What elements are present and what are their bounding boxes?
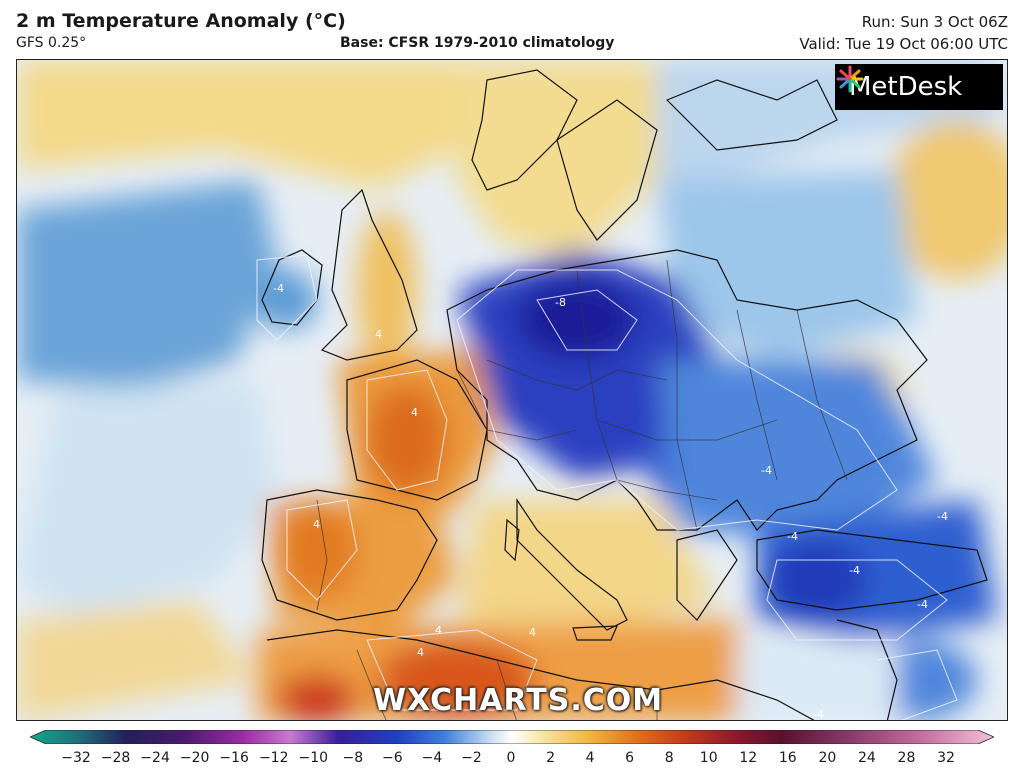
colorbar-tick-label: −24	[140, 750, 170, 766]
map-canvas: -4 -8 -4 4 4 4 4 4 -4 -4 -4 -4 4 -4	[17, 60, 1007, 721]
valid-time-label: Valid: Tue 19 Oct 06:00 UTC	[799, 35, 1008, 53]
colorbar-tick-label: −12	[258, 750, 289, 766]
country-borders	[316, 259, 848, 720]
colorbar-tick-label: 0	[506, 750, 516, 766]
contour-label: -4	[937, 510, 948, 523]
contour-label: -8	[555, 296, 566, 309]
contour-label: 4	[411, 406, 418, 419]
logo-brand-text: MetDesk	[849, 72, 963, 102]
colorbar	[30, 730, 994, 744]
colorbar-tick-label: −20	[179, 750, 210, 766]
chart-title: 2 m Temperature Anomaly (°C)	[16, 10, 346, 32]
starburst-logo-icon	[836, 65, 864, 93]
colorbar-tick-label: −4	[421, 750, 443, 766]
contour-label: 4	[529, 626, 536, 639]
colorbar-ticks: −32 −28 −24 −20 −16 −12 −10 −8 −6 −4 −2 0 2 4 6 8 10 12 16…	[0, 748, 1024, 770]
contour-label: -4	[849, 564, 860, 577]
contour-label: -4	[787, 530, 798, 543]
contour-label: -4	[273, 282, 284, 295]
contour-label: 4	[375, 328, 382, 341]
watermark-text: WXCHARTS.COM	[373, 683, 664, 718]
temperature-anomaly-map[interactable]: -4 -8 -4 4 4 4 4 4 -4 -4 -4 -4 4 -4	[16, 59, 1008, 721]
colorbar-tick-label: 10	[699, 750, 718, 766]
colorbar-tick-label: −6	[382, 750, 403, 766]
run-time-label: Run: Sun 3 Oct 06Z	[861, 13, 1008, 31]
colorbar-tick-label: 20	[818, 750, 837, 766]
model-label: GFS 0.25°	[16, 35, 87, 51]
coastlines	[261, 69, 988, 720]
colorbar-gradient	[30, 730, 994, 744]
colorbar-tick-label: 2	[546, 750, 555, 766]
colorbar-tick-label: −10	[298, 750, 329, 766]
colorbar-tick-label: 4	[585, 750, 595, 766]
contour-label: -4	[813, 708, 824, 721]
contour-labels: -4 -8 -4 4 4 4 4 4 -4 -4 -4 -4 4 -4	[273, 282, 948, 721]
contour-label: -4	[917, 598, 928, 611]
base-climatology-label: Base: CFSR 1979-2010 climatology	[340, 35, 615, 51]
anomaly-shading	[17, 60, 1007, 720]
colorbar-tick-label: 32	[937, 750, 955, 766]
colorbar-tick-label: −32	[61, 750, 91, 766]
anomaly-contours	[256, 254, 958, 720]
contour-label: 4	[435, 624, 442, 637]
colorbar-tick-label: 8	[664, 750, 674, 766]
colorbar-tick-label: −2	[461, 750, 482, 766]
colorbar-tick-label: 16	[778, 750, 797, 766]
colorbar-tick-label: 12	[739, 750, 758, 766]
colorbar-tick-label: −16	[219, 750, 249, 766]
colorbar-tick-label: 28	[897, 750, 916, 766]
contour-label: 4	[313, 518, 320, 531]
colorbar-tick-label: 24	[857, 750, 876, 766]
colorbar-tick-label: 6	[625, 750, 635, 766]
contour-label: 4	[417, 646, 424, 659]
colorbar-tick-label: −28	[100, 750, 131, 766]
contour-label: -4	[761, 464, 772, 477]
metdesk-logo: MetDesk	[835, 64, 1003, 110]
colorbar-tick-label: −8	[342, 750, 364, 766]
